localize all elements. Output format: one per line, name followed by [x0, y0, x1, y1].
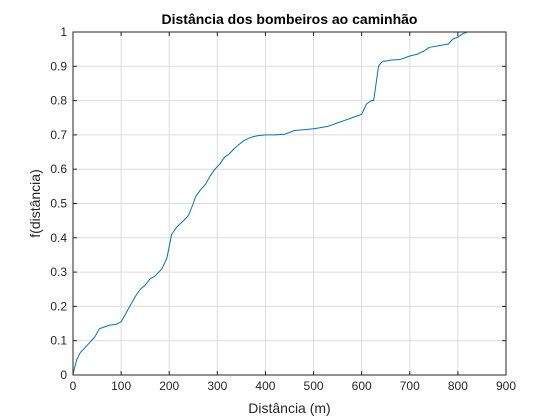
y-tick-label: 0	[60, 368, 67, 382]
y-tick-label: 1	[60, 25, 67, 39]
x-tick-label: 900	[496, 379, 516, 393]
x-tick-label: 600	[352, 379, 372, 393]
series-group	[72, 31, 478, 376]
x-tick-label: 800	[448, 379, 468, 393]
grid	[72, 31, 507, 376]
y-tick-label: 0.6	[50, 162, 67, 176]
y-tick-label: 0.7	[50, 128, 67, 142]
series-line-0	[72, 31, 478, 376]
y-tick-label: 0.2	[50, 299, 67, 313]
y-tick-label: 0.1	[50, 334, 67, 348]
x-tick-label: 100	[111, 379, 131, 393]
x-tick-label: 300	[207, 379, 227, 393]
x-tick-label: 0	[70, 379, 77, 393]
ticks	[72, 31, 507, 376]
y-tick-label: 0.9	[50, 59, 67, 73]
y-axis-label: f(distância)	[27, 169, 43, 237]
y-tick-label: 0.5	[50, 197, 67, 211]
x-tick-label: 700	[400, 379, 420, 393]
x-tick-label: 400	[255, 379, 275, 393]
chart-title: Distância dos bombeiros ao caminhão	[162, 11, 418, 27]
y-tick-label: 0.3	[50, 265, 67, 279]
x-axis-label: Distância (m)	[248, 400, 330, 416]
y-tick-label: 0.4	[50, 231, 67, 245]
x-tick-label: 500	[304, 379, 324, 393]
tick-labels: 0 100 200 300 400 500 600 700 800 900 0 0.1 0.2 0.3 0.…	[50, 25, 516, 393]
x-tick-label: 200	[159, 379, 179, 393]
y-tick-label: 0.8	[50, 94, 67, 108]
